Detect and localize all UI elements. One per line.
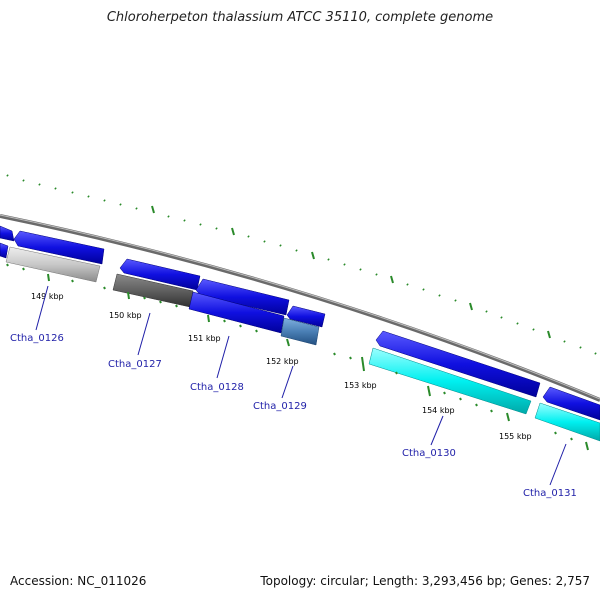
gene-feature-ctha-0130[interactable] [368, 347, 532, 415]
scale-label-153: 153 kbp [344, 381, 377, 390]
inner-tick-ring [6, 263, 589, 451]
length-label: Length: [372, 574, 419, 588]
gene-feature-inner-1[interactable] [0, 242, 9, 259]
gene-feature-ctha-0131[interactable] [534, 402, 600, 442]
gene-label-ctha-0127[interactable]: Ctha_0127 [108, 359, 162, 370]
genome-backbone [0, 214, 600, 402]
topology-value: circular [320, 574, 365, 588]
gene-feature-ctha-0131-forward[interactable] [542, 386, 600, 421]
scale-label-149: 149 kbp [31, 292, 64, 301]
scale-label-154: 154 kbp [422, 406, 455, 415]
accession-label: Accession: [10, 574, 74, 588]
gene-feature-forward-5[interactable] [286, 305, 326, 328]
scale-label-151: 151 kbp [188, 334, 221, 343]
topology-label: Topology: [260, 574, 317, 588]
gene-label-ctha-0130[interactable]: Ctha_0130 [402, 448, 456, 459]
accession-info: Accession: NC_011026 [10, 574, 146, 588]
scale-label-150: 150 kbp [109, 311, 142, 320]
gene-feature-ctha-0126[interactable] [5, 246, 101, 283]
gene-feature-forward-3[interactable] [119, 258, 201, 291]
genome-summary: Topology: circular; Length: 3,293,456 bp… [260, 574, 590, 588]
length-value: 3,293,456 bp [421, 574, 502, 588]
scale-label-155: 155 kbp [499, 432, 532, 441]
genes-label: Genes: [509, 574, 552, 588]
gene-leader-lines [35, 285, 567, 486]
gene-feature-ctha-0126-forward[interactable] [13, 230, 105, 265]
accession-value: NC_011026 [77, 574, 147, 588]
gene-feature-forward-1[interactable] [0, 225, 15, 242]
genes-value: 2,757 [555, 574, 590, 588]
gene-label-ctha-0126[interactable]: Ctha_0126 [10, 333, 64, 344]
outer-tick-ring [6, 174, 597, 355]
gene-label-ctha-0128[interactable]: Ctha_0128 [190, 382, 244, 393]
gene-feature-ctha-0129[interactable] [280, 317, 320, 346]
gene-feature-ctha-0128[interactable] [188, 291, 285, 334]
map-title: Chloroherpeton thalassium ATCC 35110, co… [106, 10, 494, 25]
scale-label-152: 152 kbp [266, 357, 299, 366]
gene-label-ctha-0129[interactable]: Ctha_0129 [253, 401, 307, 412]
gene-label-ctha-0131[interactable]: Ctha_0131 [523, 488, 577, 499]
gene-feature-ctha-0130-forward[interactable] [375, 330, 541, 398]
